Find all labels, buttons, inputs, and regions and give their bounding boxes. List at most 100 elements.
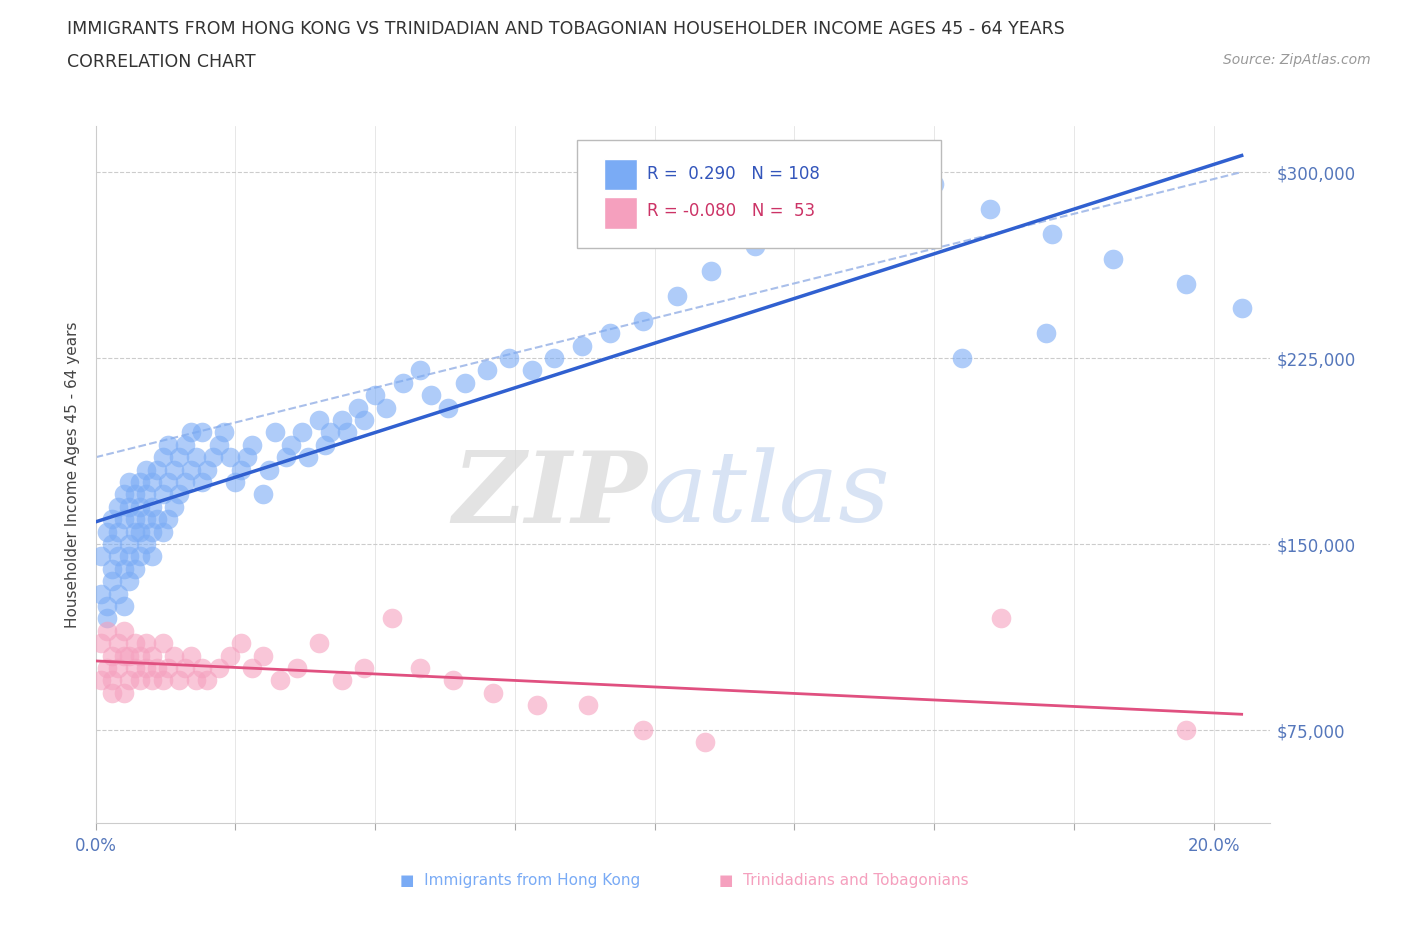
Point (330, 413, 353, 428)
Point (599, 326, 621, 340)
Point (979, 202, 1001, 217)
Point (229, 462, 252, 477)
Point (436, 400, 458, 415)
Bar (605, 197, 637, 229)
Point (235, 450, 257, 465)
Point (90, 586, 112, 601)
Point (90, 549, 112, 564)
Point (186, 450, 208, 465)
Point (240, 660, 263, 675)
Point (118, 474, 141, 489)
Point (96, 623, 118, 638)
Point (330, 673, 353, 688)
Point (169, 673, 191, 688)
Point (118, 499, 141, 514)
Point (543, 351, 565, 365)
Point (693, 735, 716, 750)
Text: R =  0.290   N = 108: R = 0.290 N = 108 (647, 166, 820, 183)
Point (409, 363, 432, 378)
Point (135, 537, 157, 551)
Point (475, 363, 498, 378)
Point (124, 512, 146, 526)
Point (202, 450, 225, 465)
Point (118, 673, 141, 688)
Point (157, 437, 180, 452)
Point (135, 636, 157, 651)
Point (129, 525, 152, 539)
Point (191, 474, 214, 489)
Point (1040, 227, 1063, 242)
Point (420, 388, 443, 403)
Point (129, 648, 152, 663)
Point (146, 660, 169, 675)
Point (112, 562, 135, 577)
Point (163, 499, 186, 514)
Point (375, 400, 398, 415)
Text: atlas: atlas (647, 447, 890, 543)
Text: Source: ZipAtlas.com: Source: ZipAtlas.com (1223, 53, 1371, 67)
Point (124, 636, 146, 651)
Point (174, 660, 197, 675)
Point (107, 586, 129, 601)
Text: ■  Immigrants from Hong Kong: ■ Immigrants from Hong Kong (401, 873, 640, 888)
Text: CORRELATION CHART: CORRELATION CHART (67, 53, 256, 71)
Point (353, 660, 375, 675)
Point (197, 673, 219, 688)
Point (285, 660, 308, 675)
Point (207, 437, 229, 452)
Point (197, 462, 219, 477)
Point (1035, 326, 1057, 340)
Point (129, 673, 152, 688)
Point (118, 549, 141, 564)
Point (141, 525, 163, 539)
Point (699, 264, 721, 279)
Point (252, 648, 274, 663)
Point (633, 723, 655, 737)
Point (481, 685, 503, 700)
Point (252, 487, 274, 502)
Point (96, 525, 118, 539)
Point (308, 413, 330, 428)
Point (174, 474, 197, 489)
Point (1230, 301, 1253, 316)
Point (576, 698, 599, 712)
Y-axis label: Householder Income Ages 45 - 64 years: Householder Income Ages 45 - 64 years (65, 321, 80, 628)
Point (297, 450, 319, 465)
Point (152, 450, 174, 465)
Point (96, 660, 118, 675)
Point (152, 673, 174, 688)
Point (240, 437, 263, 452)
Point (174, 437, 197, 452)
Point (950, 351, 973, 365)
Point (129, 474, 152, 489)
Point (364, 388, 387, 403)
Point (129, 549, 152, 564)
Point (107, 660, 129, 675)
Point (180, 462, 202, 477)
Point (129, 499, 152, 514)
Point (526, 698, 548, 712)
Point (135, 487, 157, 502)
Point (922, 177, 945, 192)
Point (207, 660, 229, 675)
Point (141, 549, 163, 564)
Point (112, 512, 135, 526)
Point (263, 425, 285, 440)
Point (141, 474, 163, 489)
Point (353, 413, 375, 428)
Point (141, 648, 163, 663)
Point (163, 648, 186, 663)
Point (218, 450, 240, 465)
Point (571, 339, 593, 353)
Point (453, 376, 475, 391)
Point (124, 525, 146, 539)
Point (229, 636, 252, 651)
Text: R = -0.080   N =  53: R = -0.080 N = 53 (647, 203, 815, 220)
Point (218, 648, 240, 663)
Point (291, 425, 314, 440)
Point (191, 660, 214, 675)
Point (135, 462, 157, 477)
Point (101, 562, 124, 577)
FancyBboxPatch shape (576, 140, 941, 247)
Point (152, 487, 174, 502)
